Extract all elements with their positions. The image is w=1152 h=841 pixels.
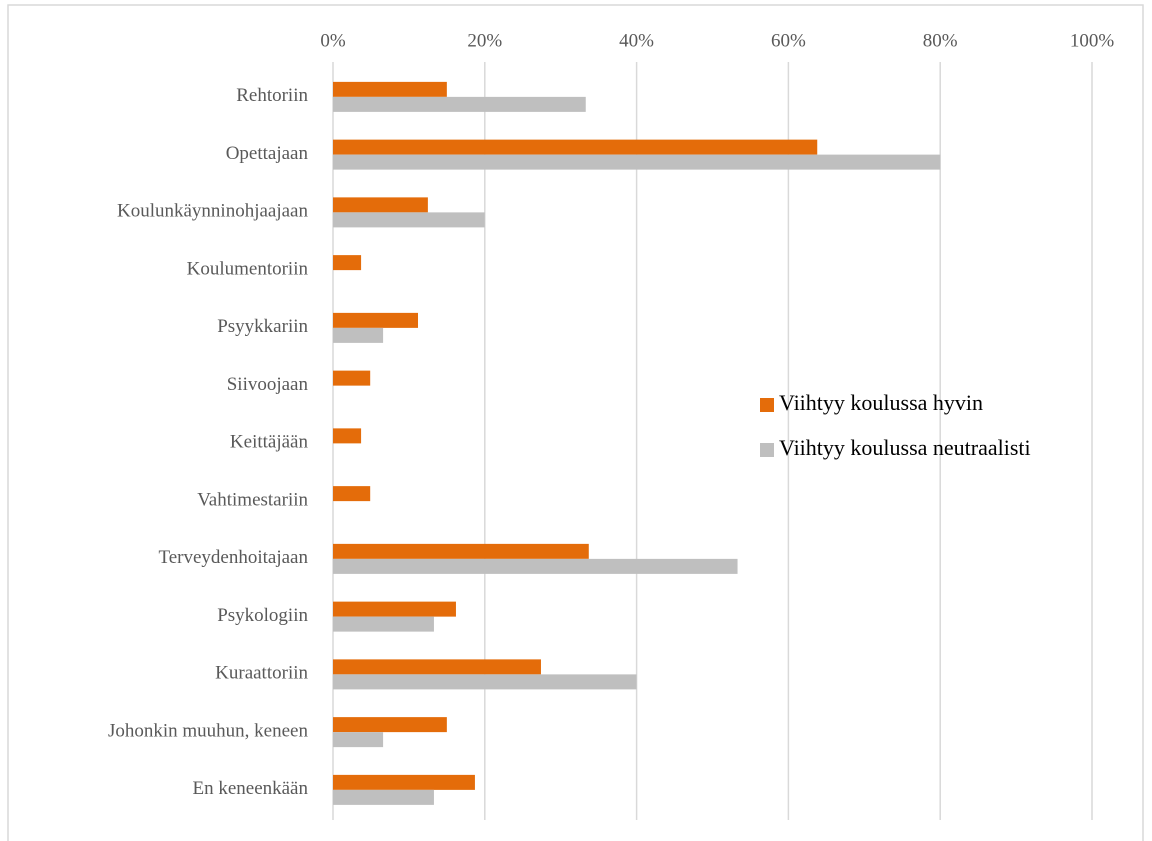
y-tick-label: Johonkin muuhun, keneen [108,720,309,741]
bar [333,327,384,343]
bar [333,370,371,386]
legend-swatch [760,398,774,412]
y-tick-label: Terveydenhoitajaan [158,547,308,568]
bar [333,659,541,675]
bar [333,543,589,559]
bar [333,81,447,97]
bar [333,154,941,170]
y-tick-label: Kuraattoriin [215,663,308,684]
bar [333,486,371,502]
bar [333,774,475,790]
y-tick-label: Opettajaan [226,143,309,164]
x-tick-label: 40% [619,30,654,51]
bar [333,312,419,328]
y-tick-label: Koulunkäynninohjaajaan [117,201,309,222]
bar [333,428,362,444]
y-tick-label: Koulumentoriin [187,258,309,279]
bar [333,601,456,617]
bar [333,255,362,271]
x-tick-label: 80% [923,30,958,51]
x-tick-label: 0% [320,30,346,51]
chart-frame [7,4,1144,841]
y-tick-label: Siivoojaan [227,374,309,395]
y-tick-label: Rehtoriin [236,85,308,106]
x-tick-label: 20% [467,30,502,51]
legend-swatch [760,443,774,457]
bar [333,717,447,733]
bar [333,732,384,748]
bar [333,558,738,574]
x-tick-label: 100% [1070,30,1115,51]
x-tick-label: 60% [771,30,806,51]
y-tick-label: En keneenkään [192,778,308,799]
bar [333,674,637,690]
bar [333,212,485,228]
bar [333,197,428,213]
bar [333,96,586,112]
y-tick-label: Keittäjään [230,432,309,453]
y-tick-label: Psykologiin [217,605,308,626]
legend-label: Viihtyy koulussa neutraalisti [779,435,1031,460]
bar [333,616,434,632]
bar [333,139,818,155]
legend-label: Viihtyy koulussa hyvin [779,390,983,415]
y-tick-label: Vahtimestariin [197,489,308,510]
y-tick-label: Psyykkariin [217,316,308,337]
bar [333,789,434,805]
